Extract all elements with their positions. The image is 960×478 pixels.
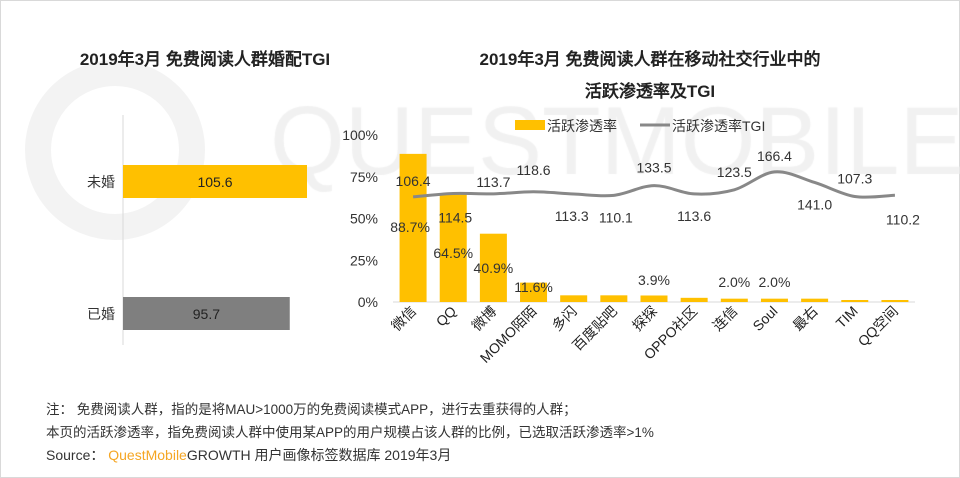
bar-1 — [123, 297, 290, 330]
data-label: 105.6 — [197, 174, 232, 190]
bar-2 — [479, 233, 507, 302]
tgi-data-label: 113.7 — [476, 174, 510, 190]
x-tick-label: TIM — [833, 303, 861, 331]
bar-7 — [680, 297, 708, 302]
tgi-data-label: 107.3 — [837, 171, 872, 187]
x-tick-label: QQ空间 — [855, 303, 902, 350]
bar-data-label: 3.9% — [638, 272, 670, 288]
tgi-data-label: 114.5 — [438, 210, 472, 226]
bar-data-label: 11.6% — [514, 279, 553, 295]
bar-data-label: 64.5% — [433, 245, 473, 261]
x-tick-label: 微博 — [468, 303, 499, 334]
y-tick-label: 50% — [350, 211, 378, 227]
tgi-data-label: 123.5 — [717, 164, 752, 180]
x-tick-label: 微信 — [388, 303, 419, 334]
source-brand: QuestMobile — [108, 447, 187, 463]
left-chart-title: 2019年3月 免费阅读人群婚配TGI — [79, 50, 331, 69]
legend-swatch-bar — [515, 120, 545, 130]
bar-9 — [760, 298, 788, 302]
data-label: 95.7 — [193, 306, 220, 322]
bar-12 — [881, 299, 909, 302]
source-rest: GROWTH 用户画像标签数据库 2019年3月 — [186, 447, 452, 463]
y-tick-label: 100% — [342, 127, 378, 143]
tgi-data-label: 141.0 — [797, 196, 832, 212]
bar-3 — [520, 282, 548, 302]
right-chart-title-line2: 活跃渗透率及TGI — [584, 82, 716, 101]
tgi-data-label: 110.2 — [886, 211, 920, 227]
y-tick-label: 75% — [350, 169, 378, 185]
source-prefix: Source： — [46, 447, 105, 463]
y-tick-label: 0% — [358, 294, 378, 310]
tgi-data-label: 113.3 — [555, 208, 589, 224]
x-tick-label: QQ — [433, 303, 460, 330]
x-tick-label: 探探 — [629, 303, 660, 334]
x-tick-label: 最右 — [790, 303, 821, 334]
x-tick-label: 连信 — [709, 303, 740, 334]
bar-data-label: 2.0% — [718, 274, 750, 290]
bar-data-label: 88.7% — [390, 219, 430, 235]
bar-5 — [600, 295, 628, 302]
bar-1 — [439, 194, 467, 302]
y-tick-label: 25% — [350, 252, 378, 268]
bar-10 — [801, 298, 829, 302]
x-tick-label: 百度贴吧 — [569, 303, 620, 354]
right-chart-title-line1: 2019年3月 免费阅读人群在移动社交行业中的 — [479, 50, 821, 69]
source-line: Source： QuestMobileGROWTH 用户画像标签数据库 2019… — [46, 445, 451, 465]
tgi-data-label: 106.4 — [396, 173, 431, 189]
bar-0 — [399, 153, 427, 302]
bar-6 — [640, 295, 668, 302]
bar-8 — [720, 298, 748, 302]
tgi-data-label: 166.4 — [757, 148, 792, 164]
bar-0 — [123, 165, 307, 198]
x-tick-label: 多闪 — [549, 303, 580, 334]
category-label: 未婚 — [87, 174, 115, 190]
x-tick-label: Soul — [749, 303, 780, 334]
bar-4 — [560, 295, 588, 302]
tgi-data-label: 118.6 — [517, 162, 551, 178]
bar-data-label: 2.0% — [759, 274, 791, 290]
legend-label-line: 活跃渗透率TGI — [672, 118, 765, 134]
tgi-data-label: 110.1 — [599, 209, 633, 225]
category-label: 已婚 — [87, 306, 115, 322]
legend-label-bar: 活跃渗透率 — [547, 118, 617, 134]
note-line-1: 注： 免费阅读人群，指的是将MAU>1000万的免费阅读模式APP，进行去重获得… — [46, 402, 577, 417]
bar-11 — [841, 299, 869, 302]
tgi-line — [412, 170, 895, 199]
bar-data-label: 40.9% — [474, 260, 514, 276]
note-line-2: 本页的活跃渗透率，指免费阅读人群中使用某APP的用户规模占该人群的比例，已选取活… — [46, 425, 654, 440]
tgi-data-label: 113.6 — [677, 208, 711, 224]
tgi-data-label: 133.5 — [636, 160, 671, 176]
